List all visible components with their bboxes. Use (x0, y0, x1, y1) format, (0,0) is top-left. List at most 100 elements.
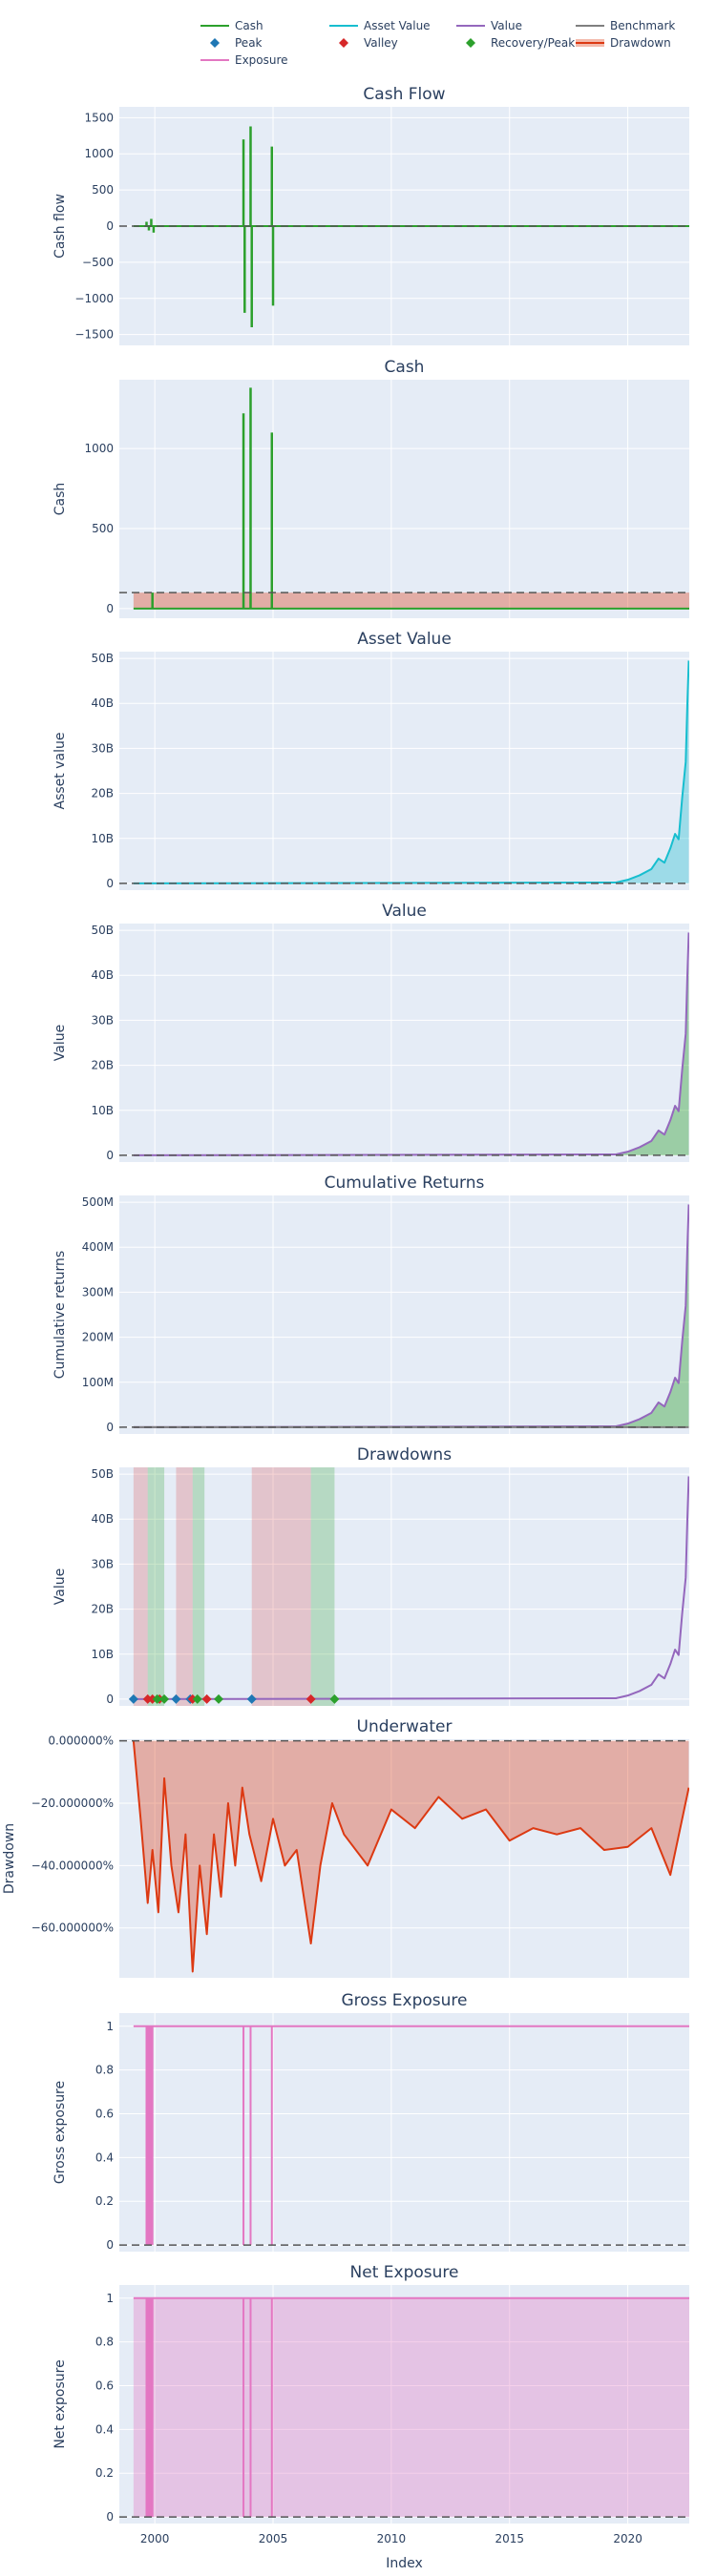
series-line-asset-value (133, 660, 689, 884)
y-tick-label: 50B (91, 652, 114, 665)
y-tick-labels: 1 0.8 0.6 0.4 0.2 0 (95, 2020, 114, 2252)
y-tick-label: 300M (82, 1285, 114, 1298)
x-tick-label: 2000 (140, 2532, 170, 2545)
y-tick-label: 10B (91, 1648, 114, 1661)
series-line-value (133, 1476, 689, 1700)
y-tick-label: 0 (106, 1693, 114, 1706)
plot-area (119, 924, 689, 1162)
plot-area (119, 2285, 689, 2524)
y-tick-label: 0.4 (95, 2150, 114, 2164)
y-tick-labels: 500M 400M 300M 200M 100M 0 (82, 1195, 114, 1434)
legend-item-value: Value (456, 19, 522, 32)
subplot-title: Cumulative Returns (325, 1174, 485, 1193)
y-tick-label: −1000 (74, 292, 114, 305)
valley-marker (305, 1693, 316, 1704)
x-gridlines (154, 2285, 629, 2524)
y-tick-label: 0.8 (95, 2336, 114, 2349)
y-tick-label: 1 (106, 2292, 114, 2305)
subplot-value: Value Value 50B 40B 30B 20B 10B 0 (53, 902, 689, 1162)
subplot-title: Net Exposure (350, 2263, 459, 2282)
valley-marker (201, 1693, 212, 1704)
y-tick-label: 100M (82, 1376, 114, 1389)
x-gridlines (154, 652, 629, 890)
legend-diamond-swatch (210, 38, 220, 48)
y-tick-labels: 0.000000% −20.000000% −40.000000% −60.00000… (32, 1735, 114, 1935)
y-tick-label: 0 (106, 219, 114, 233)
y-tick-labels: 50B 40B 30B 20B 10B 0 (91, 924, 114, 1162)
legend-item-asset-value: Asset Value (329, 19, 431, 32)
y-tick-label: −20.000000% (32, 1797, 114, 1810)
y-tick-label: 0.000000% (48, 1735, 114, 1748)
recovery-marker (159, 1693, 170, 1704)
y-tick-label: 1500 (84, 111, 114, 124)
y-axis-title: Gross exposure (53, 2081, 68, 2184)
drawdown-markers (128, 1693, 340, 1704)
y-tick-label: 0 (106, 877, 114, 890)
y-tick-label: −500 (82, 256, 114, 269)
y-tick-label: 0 (106, 602, 114, 615)
y-axis-title: Cash (53, 483, 68, 516)
y-tick-labels: 1000 500 0 (84, 442, 114, 615)
x-axis-title: Index (386, 2556, 423, 2571)
y-tick-label: 10B (91, 1104, 114, 1117)
subplot-title: Drawdowns (357, 1445, 452, 1465)
subplot-title: Underwater (357, 1717, 453, 1736)
legend-label: Recovery/Peak (491, 36, 575, 50)
y-tick-label: 50B (91, 1467, 114, 1481)
drawdown-decline-region (251, 1467, 311, 1706)
y-tick-label: 0 (106, 1149, 114, 1162)
recovery-marker (192, 1693, 202, 1704)
y-tick-label: 1000 (84, 147, 114, 160)
y-tick-label: 20B (91, 1603, 114, 1616)
subplot-underwater: Underwater Drawdown 0.000000% −20.000000% −4… (2, 1717, 689, 1978)
legend-item-benchmark: Benchmark (576, 19, 675, 32)
legend-diamond-swatch (339, 38, 348, 48)
x-tick-label: 2005 (259, 2532, 288, 2545)
x-gridlines (154, 924, 629, 1162)
subplot-cumulative-returns: Cumulative Returns Cumulative returns 500M… (53, 1174, 689, 1434)
legend-label: Asset Value (364, 19, 431, 32)
drawdown-recovery-region (147, 1467, 165, 1706)
peak-marker (128, 1693, 138, 1704)
drawdown-recovery-region (310, 1467, 335, 1706)
peak-marker (171, 1693, 181, 1704)
y-tick-label: 200M (82, 1331, 114, 1344)
y-tick-label: −60.000000% (32, 1922, 114, 1935)
y-tick-label: 0.2 (95, 2194, 114, 2208)
plot-body (133, 2296, 689, 2518)
y-tick-label: 500 (92, 183, 114, 197)
x-axis: 2000 2005 2010 2015 2020 Index (140, 2532, 642, 2571)
legend-item-cash: Cash (200, 19, 263, 32)
y-tick-label: 40B (91, 696, 114, 710)
plot-area (119, 652, 689, 890)
x-gridlines (154, 1467, 629, 1706)
plot-area (119, 1195, 689, 1434)
y-tick-label: 20B (91, 787, 114, 800)
legend-label: Drawdown (610, 36, 671, 50)
plot-body (133, 2025, 689, 2246)
y-tick-label: 0.8 (95, 2064, 114, 2077)
y-tick-label: 400M (82, 1240, 114, 1254)
subplot-title: Value (382, 902, 427, 921)
y-tick-label: 0 (106, 1421, 114, 1434)
subplot-asset-value: Asset Value Asset value 50B 40B 30B 20B 10B 0 (53, 630, 689, 890)
y-tick-label: 10B (91, 832, 114, 845)
plot-body (133, 387, 689, 610)
series-area-exposure (133, 2297, 689, 2518)
x-gridlines (154, 1195, 629, 1434)
recovery-marker (329, 1693, 340, 1704)
legend-item-peak: Peak (210, 36, 263, 50)
subplot-title: Gross Exposure (341, 1991, 467, 2010)
y-tick-label: 0.6 (95, 2379, 114, 2393)
legend: Cash Asset Value Value Benchmark Peak Valley R… (200, 19, 675, 67)
plot-body (128, 1467, 689, 1706)
y-axis-title: Asset value (53, 733, 68, 810)
subplot-drawdowns: Drawdowns Value 50B 40B 30B 20B 10B 0 (53, 1445, 689, 1706)
drawdown-recovery-region (192, 1467, 205, 1706)
y-tick-label: 0.6 (95, 2108, 114, 2121)
subplot-net-exposure: Net Exposure Net exposure 1 0.8 0.6 0.4 0.2 0 (53, 2263, 689, 2524)
x-gridlines (154, 2013, 629, 2252)
y-tick-label: 20B (91, 1059, 114, 1072)
subplot-cash-flow: Cash Flow Cash flow 1500 1000 500 0 −500 −1000 −… (53, 85, 689, 345)
